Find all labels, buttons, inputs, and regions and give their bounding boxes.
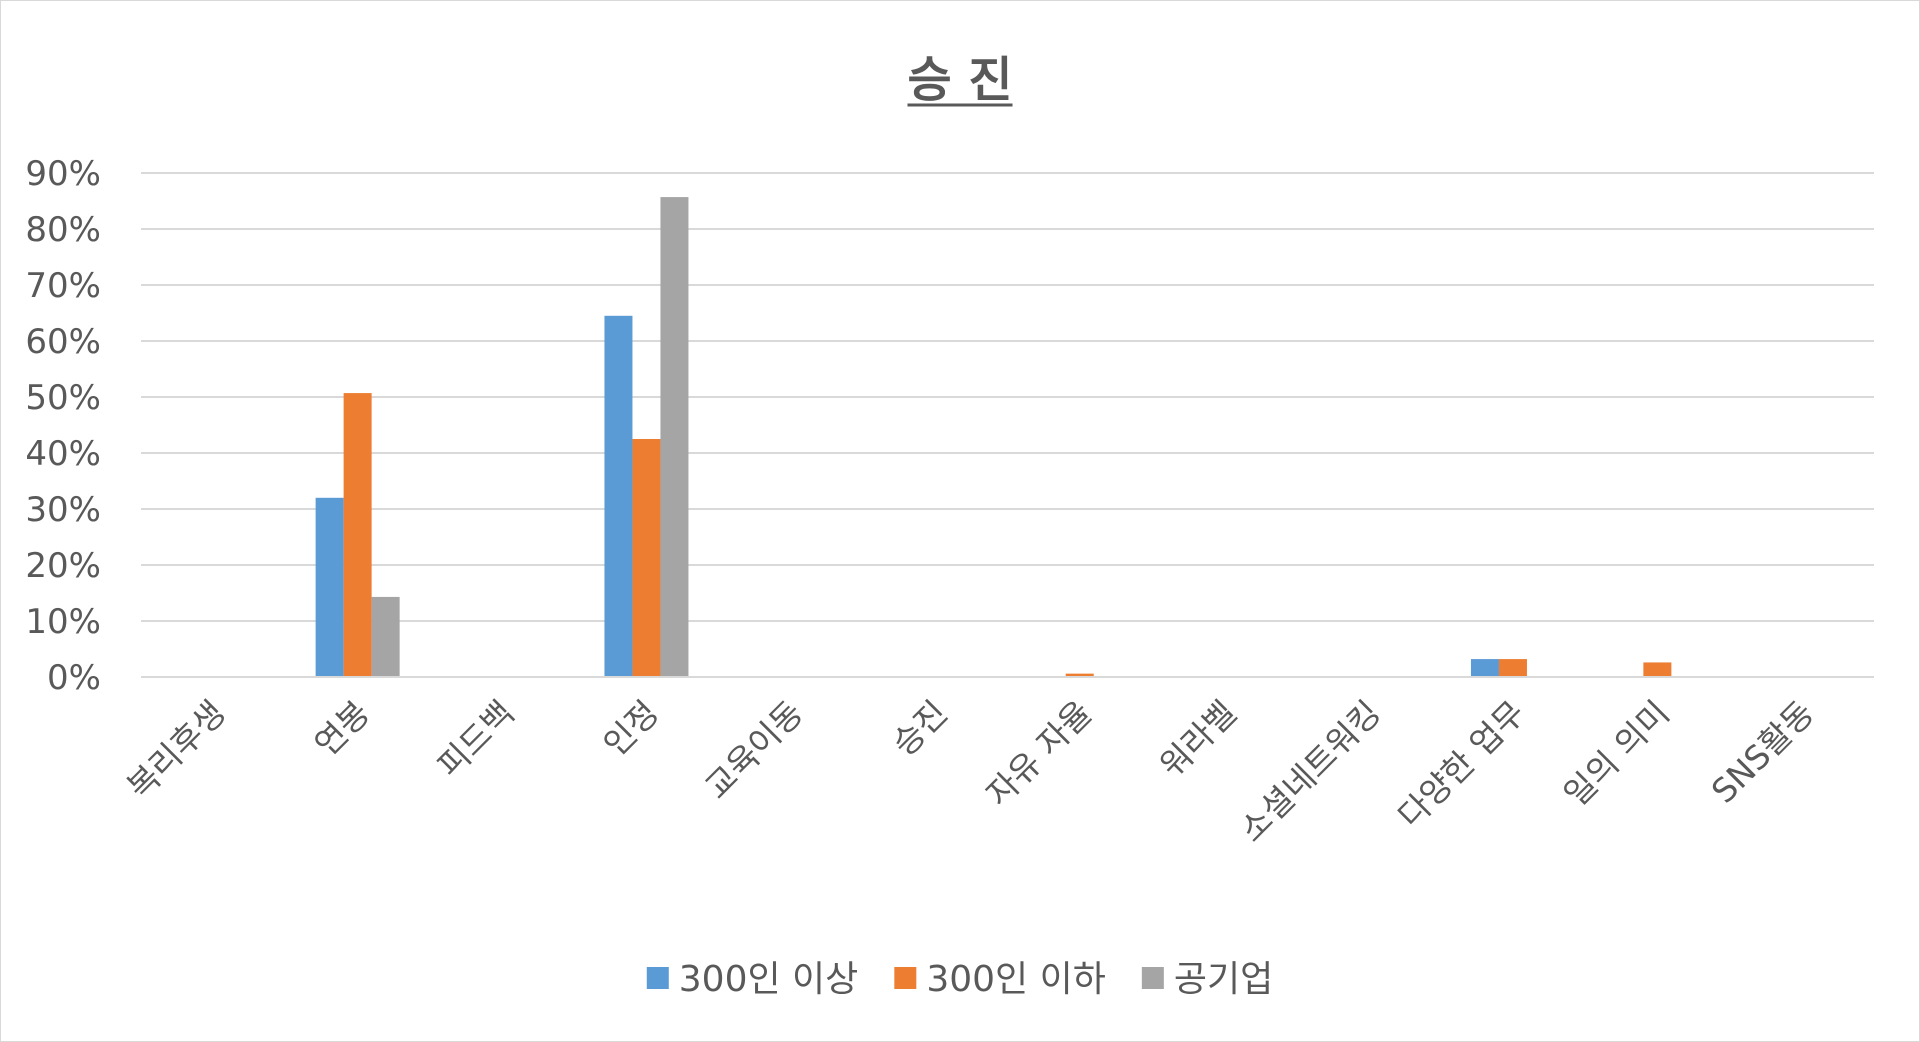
y-tick-label: 0%: [47, 658, 101, 698]
gridlines: [141, 172, 1874, 622]
x-category-label: 소셜네트워킹: [1232, 693, 1388, 849]
x-category-label: 인정: [596, 693, 667, 764]
legend-label: 공기업: [1174, 959, 1273, 1000]
legend-item: 공기업: [1141, 959, 1273, 1000]
bar: [1065, 673, 1094, 677]
legend-swatch: [1141, 967, 1164, 989]
bar: [343, 393, 372, 677]
legend-swatch: [894, 967, 917, 989]
y-tick-label: 70%: [25, 266, 101, 306]
legend-item: 300인 이하: [894, 959, 1106, 1000]
x-category-label: 복리후생: [119, 693, 232, 806]
y-tick-label: 50%: [25, 378, 101, 418]
bar: [604, 315, 633, 677]
y-tick-label: 40%: [25, 434, 101, 474]
y-tick-label: 90%: [25, 154, 101, 194]
x-category-label: 피드백: [430, 693, 522, 785]
y-tick-label: 10%: [25, 602, 101, 642]
legend-item: 300인 이상: [646, 959, 859, 1000]
bar: [660, 197, 689, 677]
y-tick-label: 20%: [25, 546, 101, 586]
legend-label: 300인 이상: [679, 959, 859, 1000]
x-category-label: 다양한 업무: [1390, 693, 1532, 835]
x-category-label: SNS활동: [1704, 693, 1822, 811]
x-category-label: 자유 자율: [978, 693, 1099, 814]
x-category-label: 교육이동: [697, 693, 810, 806]
chart-title-group: 승 진: [907, 52, 1013, 108]
y-tick-label: 30%: [25, 490, 101, 530]
legend-swatch: [646, 967, 669, 989]
x-category-label: 연봉: [307, 693, 378, 764]
bar: [371, 596, 400, 677]
y-tick-label: 80%: [25, 210, 101, 250]
bar: [315, 497, 344, 677]
bar: [632, 439, 661, 677]
bar: [1498, 659, 1527, 677]
bar: [1470, 659, 1499, 677]
legend: 300인 이상 300인 이하 공기업: [646, 959, 1273, 1000]
x-category-label: 워라벨: [1152, 693, 1244, 785]
y-axis-ticks: 0% 10% 20% 30% 40% 50% 60% 70% 80% 90%: [25, 154, 101, 698]
bars: [315, 197, 1672, 677]
x-category-label: 승진: [884, 693, 955, 764]
legend-label: 300인 이하: [926, 959, 1106, 1000]
y-tick-label: 60%: [25, 322, 101, 362]
chart-title: 승 진: [907, 52, 1012, 108]
x-category-label: 일의 의미: [1556, 693, 1677, 814]
bar: [1643, 662, 1672, 677]
